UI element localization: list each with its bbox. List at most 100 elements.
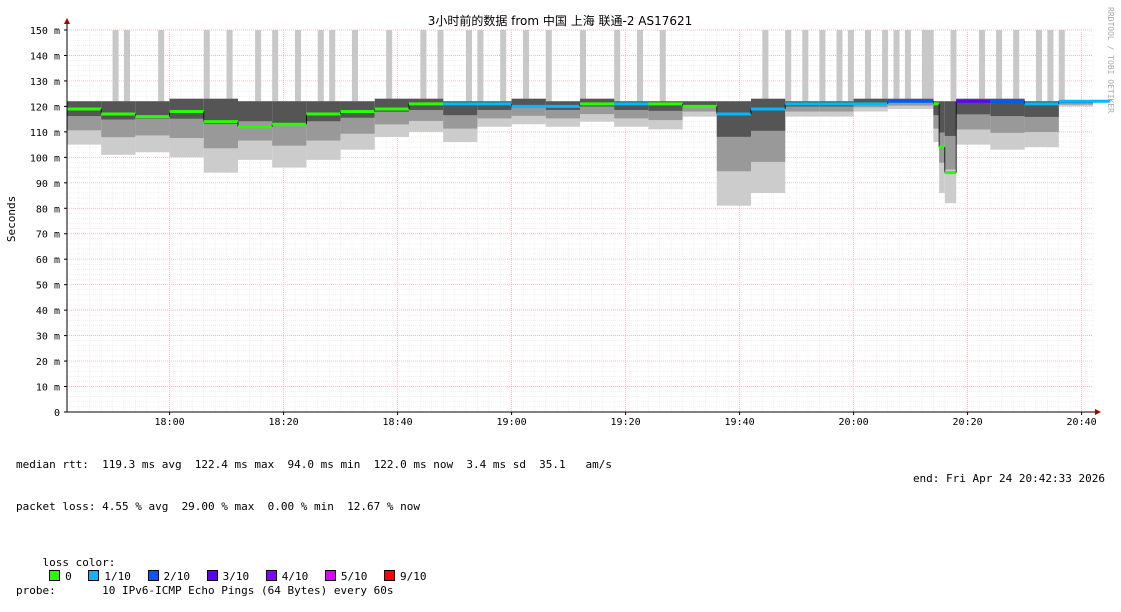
loss-spike: [1058, 30, 1065, 104]
loss-spike: [847, 30, 854, 104]
y-axis-arrow: [64, 18, 70, 24]
x-tick-label: 20:00: [839, 417, 869, 428]
smoke-band-inner: [648, 101, 683, 111]
chart-title: 3小时前的数据 from 中国 上海 联通-2 AS17621: [428, 13, 693, 28]
smoke-band-inner: [477, 101, 512, 110]
loss-color-items: 0 1/10 2/10 3/10 4/10 5/10 9/10: [43, 570, 437, 583]
latency-chart: 0 10 m 20 m 30 m 40 m 50 m 60 m 70 m 80 m 90 m 100…: [5, 7, 1115, 428]
loss-spike: [437, 30, 444, 104]
median-rtt-stats: median rtt: 119.3 ms avg 122.4 ms max 94…: [16, 458, 613, 471]
y-tick-label: 140 m: [30, 51, 60, 62]
y-tick-label: 40 m: [36, 306, 60, 317]
loss-color-item: 3/10: [206, 570, 249, 583]
loss-spike: [329, 30, 336, 104]
loss-spike: [203, 30, 210, 104]
loss-spike: [580, 30, 586, 104]
loss-spike: [762, 30, 769, 104]
chart-legend: median rtt: 119.3 ms avg 122.4 ms max 94…: [16, 430, 612, 612]
loss-spike: [614, 30, 621, 104]
packet-loss-stats: packet loss: 4.55 % avg 29.00 % max 0.00…: [16, 500, 420, 513]
loss-spike: [477, 30, 484, 104]
loss-spike: [124, 30, 130, 104]
loss-spike: [659, 30, 666, 104]
loss-spike: [819, 30, 826, 104]
x-tick-label: 18:20: [269, 417, 299, 428]
loss-spike: [922, 30, 928, 104]
loss-color-item: 5/10: [324, 570, 368, 583]
loss-spike: [255, 30, 262, 104]
rrdtool-watermark: RRDTOOL / TOBI OETIKER: [1106, 7, 1115, 113]
loss-color-value: 2/10: [163, 570, 191, 583]
smoke-band-inner: [238, 101, 273, 122]
loss-spike: [950, 30, 957, 104]
x-tick-label: 19:40: [725, 417, 755, 428]
loss-spike: [420, 30, 427, 104]
smoke-band-inner: [990, 98, 1025, 117]
loss-spike: [272, 30, 279, 104]
loss-color-item: 4/10: [265, 570, 309, 583]
smoke-band-inner: [614, 101, 649, 110]
smoke-band-inner: [272, 101, 307, 124]
smoke-band-inner: [340, 101, 375, 118]
x-tick-label: 19:20: [611, 417, 641, 428]
x-tick-label: 18:00: [155, 417, 185, 428]
loss-color-item: 1/10: [88, 570, 131, 583]
smoke-band-inner: [716, 101, 751, 137]
loss-spike: [996, 30, 1003, 104]
y-tick-label: 110 m: [30, 128, 60, 139]
smoke-band-inner: [939, 101, 945, 133]
loss-spike: [882, 30, 889, 104]
y-tick-label: 80 m: [36, 204, 60, 215]
x-tick-label: 19:00: [497, 417, 527, 428]
loss-spike: [1047, 30, 1054, 104]
loss-color-swatch: [88, 570, 100, 581]
x-tick-label: 18:40: [383, 417, 413, 428]
loss-spike: [523, 30, 529, 104]
loss-color-value: 0: [65, 570, 72, 583]
y-tick-label: 120 m: [30, 102, 60, 113]
packet-loss-spikes: [112, 30, 1065, 104]
loss-color-swatch: [384, 570, 395, 581]
loss-spike: [865, 30, 871, 104]
y-tick-label: 0: [54, 408, 60, 419]
loss-spike: [979, 30, 985, 104]
loss-spike: [226, 30, 233, 104]
smoke-band-inner: [169, 98, 204, 119]
loss-color-legend: loss color: 0 1/10 2/10 3/10 4/10 5/10 9…: [16, 542, 612, 583]
loss-color-swatch: [147, 570, 159, 581]
loss-spike: [1036, 30, 1042, 104]
loss-color-value: 4/10: [281, 570, 309, 583]
loss-color-value: 1/10: [104, 570, 131, 583]
loss-spike: [317, 30, 324, 104]
end-time: end: Fri Apr 24 20:42:33 2026: [912, 472, 1105, 485]
y-tick-label: 130 m: [30, 77, 60, 88]
smoke-band-inner: [101, 101, 136, 120]
loss-spike: [1013, 30, 1020, 104]
loss-color-item: 2/10: [147, 570, 191, 583]
loss-spike: [637, 30, 643, 104]
loss-spike: [386, 30, 393, 104]
loss-color-swatch: [206, 570, 218, 581]
y-tick-label: 60 m: [36, 255, 60, 266]
y-tick-label: 100 m: [30, 153, 60, 164]
median-rtt-line: [67, 99, 1111, 175]
y-tick-label: 50 m: [36, 281, 60, 292]
loss-color-item: 0: [49, 570, 72, 583]
y-tick-label: 90 m: [36, 179, 60, 190]
loss-color-swatch: [324, 570, 336, 581]
loss-spike: [904, 30, 911, 104]
loss-spike: [802, 30, 809, 104]
loss-color-value: 9/10: [400, 570, 427, 583]
probe-info: probe: 10 IPv6-ICMP Echo Pings (64 Bytes…: [16, 584, 394, 597]
smoke-band-inner: [944, 101, 957, 136]
y-tick-label: 20 m: [36, 357, 60, 368]
loss-color-value: 5/10: [340, 570, 368, 583]
loss-spike: [295, 30, 301, 104]
loss-spike: [545, 30, 552, 104]
smoke-band-inner: [306, 101, 341, 122]
loss-spike: [466, 30, 472, 104]
x-tick-label: 20:20: [953, 417, 983, 428]
smoke-band-inner: [203, 98, 238, 124]
loss-color-swatch: [265, 570, 277, 581]
loss-spike: [352, 30, 358, 104]
